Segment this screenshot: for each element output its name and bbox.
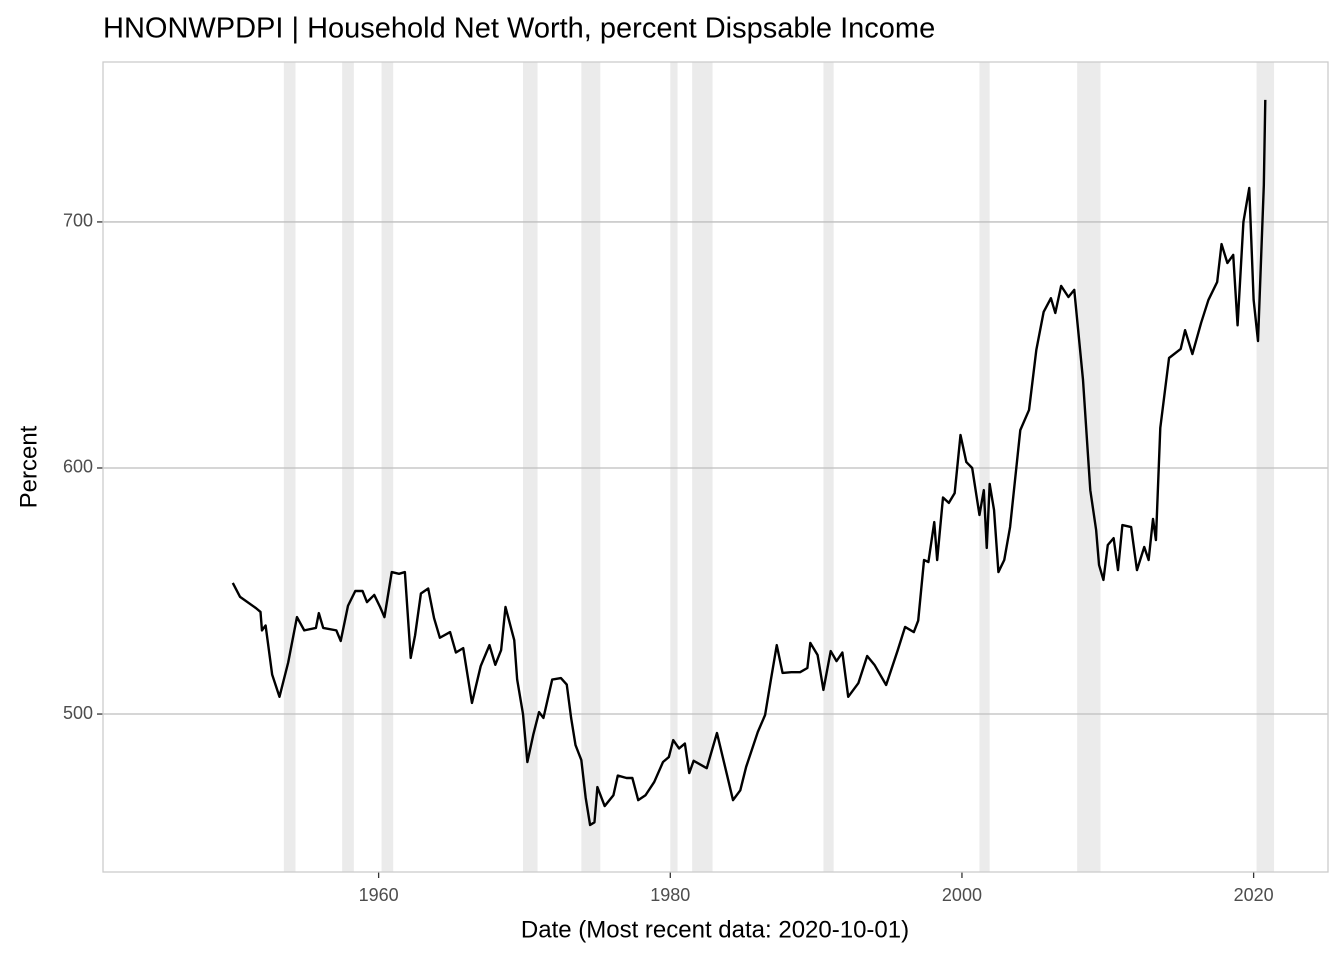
recession-band [692,62,713,872]
y-tick-label: 500 [63,703,93,723]
y-axis-title: Percent [15,425,42,508]
recession-band [283,62,296,872]
recession-band [581,62,601,872]
y-tick-label: 700 [63,211,93,231]
recession-band [342,62,354,872]
x-tick-label: 2000 [942,885,982,905]
recession-band [381,62,394,872]
recession-band [979,62,990,872]
recession-band [670,62,678,872]
recession-band [823,62,834,872]
x-tick-label: 2020 [1234,885,1274,905]
data-line [231,99,1267,827]
chart-title: HNONWPDPI | Household Net Worth, percent… [103,13,935,45]
recession-band [523,62,538,872]
x-axis-title: Date (Most recent data: 2020-10-01) [521,916,909,943]
plot-border [102,61,1329,873]
x-tick-label: 1960 [359,885,399,905]
y-tick-label: 600 [63,457,93,477]
x-tick-label: 1980 [650,885,690,905]
recession-band [1256,62,1275,872]
